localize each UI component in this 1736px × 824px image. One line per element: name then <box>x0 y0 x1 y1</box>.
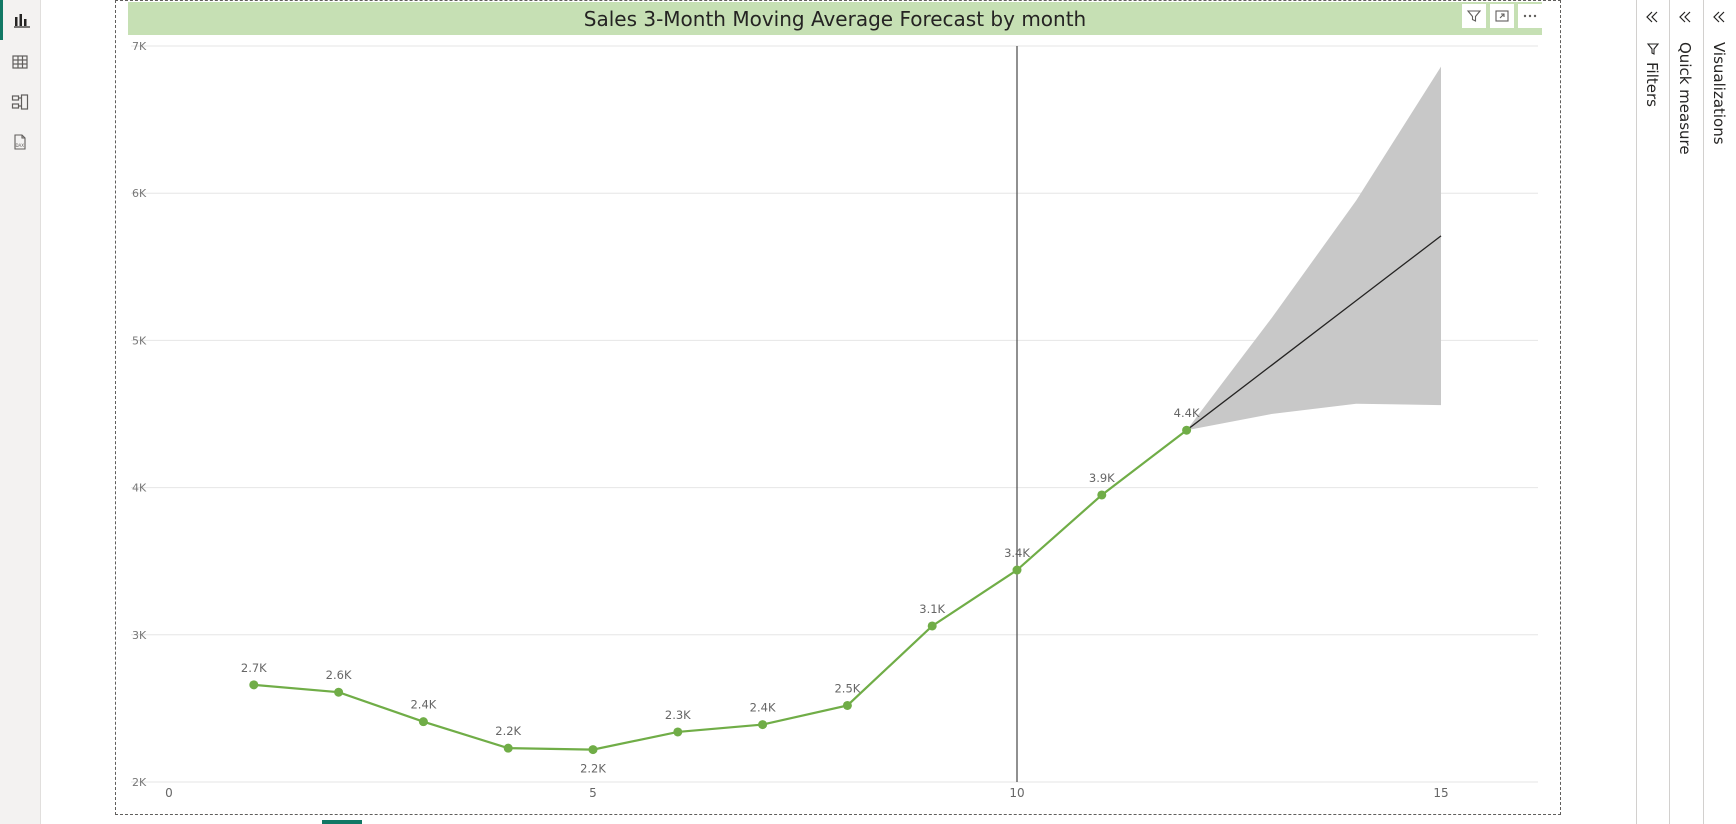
left-view-rail: DAX <box>0 0 41 824</box>
model-view-icon[interactable] <box>0 82 40 122</box>
dax-query-view-icon[interactable]: DAX <box>0 122 40 162</box>
svg-text:DAX: DAX <box>16 143 25 148</box>
page-tab-indicator[interactable] <box>322 820 362 824</box>
visual-title: Sales 3-Month Moving Average Forecast by… <box>583 7 1087 31</box>
right-panes: Filters Quick measure Visualizations <box>1636 0 1736 824</box>
report-view-icon[interactable] <box>0 0 40 40</box>
chevrons-left-icon[interactable] <box>1645 10 1659 24</box>
filter-icon <box>1646 43 1660 55</box>
focus-mode-icon[interactable] <box>1490 4 1514 28</box>
filters-pane-label: Filters <box>1643 62 1661 107</box>
line-chart-visual[interactable] <box>115 0 1561 815</box>
visualizations-pane-label: Visualizations <box>1710 42 1728 145</box>
chevrons-left-icon[interactable] <box>1712 10 1726 24</box>
filters-pane[interactable]: Filters <box>1636 0 1669 824</box>
chevrons-left-icon[interactable] <box>1678 10 1692 24</box>
quick-measure-pane-label: Quick measure <box>1676 42 1694 155</box>
visual-title-bar: Sales 3-Month Moving Average Forecast by… <box>128 2 1542 35</box>
visualizations-pane[interactable]: Visualizations <box>1703 0 1736 824</box>
filter-icon[interactable] <box>1462 4 1486 28</box>
quick-measure-pane[interactable]: Quick measure <box>1669 0 1703 824</box>
visual-header-icons <box>1462 4 1542 28</box>
more-options-icon[interactable] <box>1518 4 1542 28</box>
table-view-icon[interactable] <box>0 42 40 82</box>
